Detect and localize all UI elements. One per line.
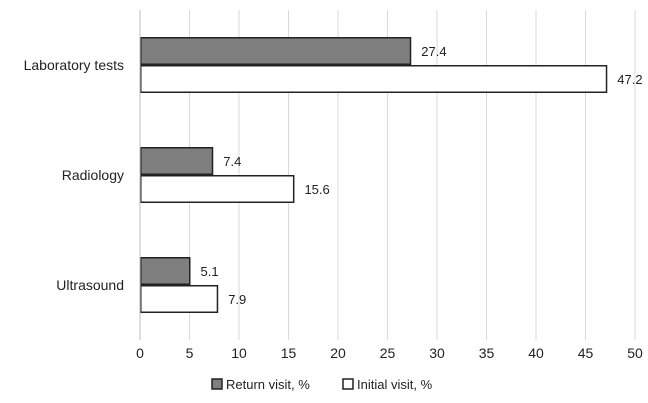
x-tick-label: 15 [281, 345, 297, 361]
category-labels: Laboratory tests Radiology Ultrasound [24, 57, 124, 293]
data-label: 15.6 [304, 182, 329, 197]
category-label: Ultrasound [56, 277, 124, 293]
bar-radiology-series-0 [140, 147, 214, 175]
category-label: Laboratory tests [24, 57, 124, 73]
x-tick-label: 0 [136, 345, 144, 361]
legend-swatch-initial-visit [342, 378, 354, 390]
legend-label-initial-visit: Initial visit, % [357, 377, 433, 392]
x-axis-ticks: 0 5 10 15 20 25 30 35 40 45 50 [136, 345, 643, 361]
data-label: 7.9 [228, 292, 246, 307]
x-tick-label: 40 [528, 345, 544, 361]
bar-laboratory-tests-series-0 [140, 37, 412, 65]
x-tick-label: 30 [429, 345, 445, 361]
data-label: 47.2 [617, 72, 642, 87]
data-label: 27.4 [421, 44, 446, 59]
x-tick-label: 20 [330, 345, 346, 361]
x-tick-label: 5 [186, 345, 194, 361]
legend: Return visit, % Initial visit, % [211, 377, 433, 392]
bar-laboratory-tests-series-1 [140, 65, 608, 93]
bars [140, 37, 608, 313]
data-label: 5.1 [200, 264, 218, 279]
data-label: 7.4 [223, 154, 241, 169]
x-tick-label: 25 [380, 345, 396, 361]
x-tick-label: 45 [578, 345, 594, 361]
legend-swatch-return-visit [211, 378, 223, 390]
bar-ultrasound-series-0 [140, 257, 191, 285]
bar-ultrasound-series-1 [140, 285, 219, 313]
legend-label-return-visit: Return visit, % [226, 377, 310, 392]
x-tick-label: 10 [231, 345, 247, 361]
bar-radiology-series-1 [140, 175, 295, 203]
x-tick-label: 50 [627, 345, 643, 361]
data-labels: 27.4 47.2 7.4 15.6 5.1 7.9 [200, 44, 642, 307]
category-label: Radiology [62, 167, 124, 183]
x-tick-label: 35 [479, 345, 495, 361]
